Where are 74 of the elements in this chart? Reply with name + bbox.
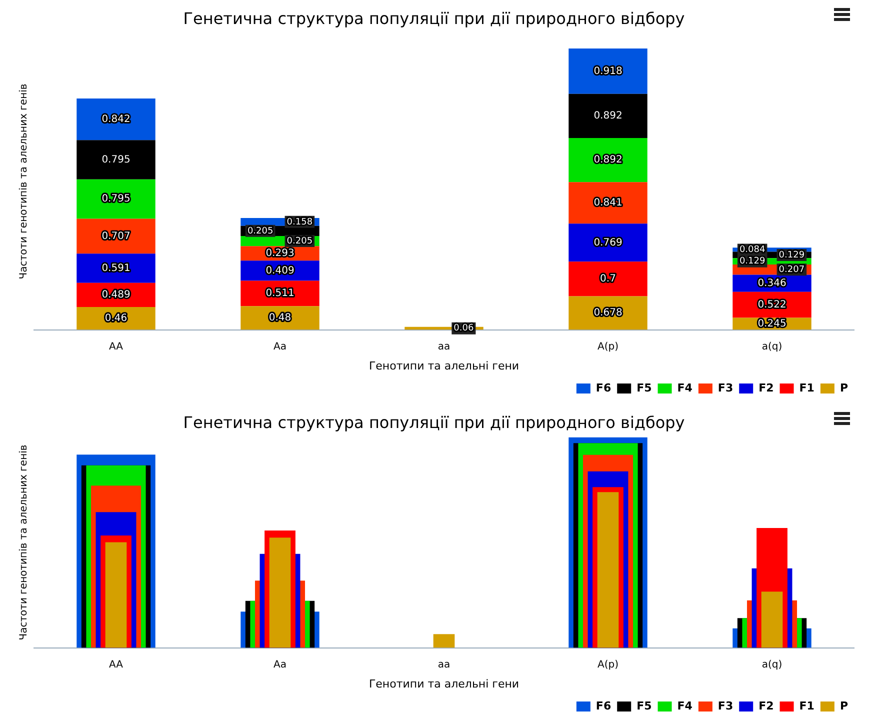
x-axis-title: Генотипи та алельні гени (368, 677, 520, 690)
legend-label: F3 (718, 699, 734, 712)
data-label: 0.06 (454, 324, 474, 334)
x-tick-label: a(q) (762, 659, 782, 670)
data-label: 0.205 (247, 226, 274, 236)
data-label: 0.409 (266, 265, 294, 276)
x-tick-label: A(p) (598, 341, 619, 352)
x-axis-title: Генотипи та алельні гени (368, 359, 520, 372)
legend-label: F1 (799, 381, 814, 394)
bar (433, 634, 455, 648)
legend-label: F4 (677, 381, 693, 394)
bar (76, 179, 156, 219)
data-label: 0.129 (739, 256, 766, 267)
legend-label: P (840, 699, 848, 712)
data-label: 0.489 (102, 290, 130, 301)
bar (568, 182, 648, 224)
data-label: 0.7 (600, 274, 616, 285)
legend-label: F2 (758, 699, 774, 712)
bar (76, 140, 156, 180)
data-label: 0.293 (266, 248, 294, 259)
bar (568, 138, 648, 182)
legend-label: F6 (596, 699, 612, 712)
data-label: 0.245 (758, 318, 786, 330)
legend-label: F5 (636, 381, 652, 394)
data-label: 0.158 (286, 217, 313, 228)
chart-title: Генетична структура популяції при дії природного відбору (183, 412, 685, 432)
bar (568, 262, 648, 296)
bar (568, 94, 648, 138)
data-label: 0.707 (102, 230, 130, 242)
data-label: 0.207 (778, 265, 805, 276)
bar (105, 542, 127, 648)
bar (568, 224, 648, 262)
data-label: 0.46 (104, 313, 128, 324)
data-label: 0.084 (739, 245, 766, 256)
x-tick-label: AA (109, 659, 124, 670)
x-tick-label: A(p) (598, 659, 619, 670)
legend-label: F5 (636, 699, 652, 712)
data-label: 0.48 (268, 312, 292, 324)
x-tick-label: a(q) (762, 341, 782, 352)
legend-label: F1 (799, 699, 814, 712)
data-label: 0.842 (102, 114, 130, 125)
legend-label: F4 (677, 699, 693, 712)
bar (76, 218, 156, 254)
x-tick-label: aa (438, 659, 450, 670)
legend-label: F3 (718, 381, 734, 394)
data-label: 0.678 (594, 308, 622, 319)
data-label: 0.522 (758, 299, 786, 310)
data-label: 0.205 (286, 236, 313, 246)
legend-label: P (840, 381, 848, 394)
legend-label: F6 (596, 381, 612, 394)
data-label: 0.346 (758, 278, 786, 289)
x-tick-label: aa (438, 341, 450, 352)
x-tick-label: Aa (274, 659, 286, 670)
bar (761, 592, 783, 648)
y-axis-title: Частоти генотипів та алельних генів (18, 84, 30, 280)
legend-label: F2 (758, 381, 774, 394)
data-label: 0.511 (266, 288, 294, 300)
data-label: 0.769 (594, 237, 622, 248)
data-label: 0.591 (102, 262, 130, 274)
data-label: 0.129 (778, 250, 805, 260)
data-label: 0.892 (594, 110, 622, 122)
data-label: 0.892 (594, 154, 622, 166)
bar (597, 492, 619, 648)
chart-title: Генетична структура популяції при дії природного відбору (183, 8, 685, 28)
data-label: 0.795 (102, 154, 130, 166)
data-label: 0.841 (594, 197, 622, 208)
y-axis-title: Частоти генотипів та алельних генів (18, 444, 30, 640)
bar (269, 538, 291, 648)
bar (568, 48, 648, 94)
bar (76, 98, 156, 140)
data-label: 0.918 (594, 66, 622, 77)
x-tick-label: AA (109, 341, 124, 352)
data-label: 0.795 (102, 194, 130, 205)
x-tick-label: Aa (274, 341, 286, 352)
